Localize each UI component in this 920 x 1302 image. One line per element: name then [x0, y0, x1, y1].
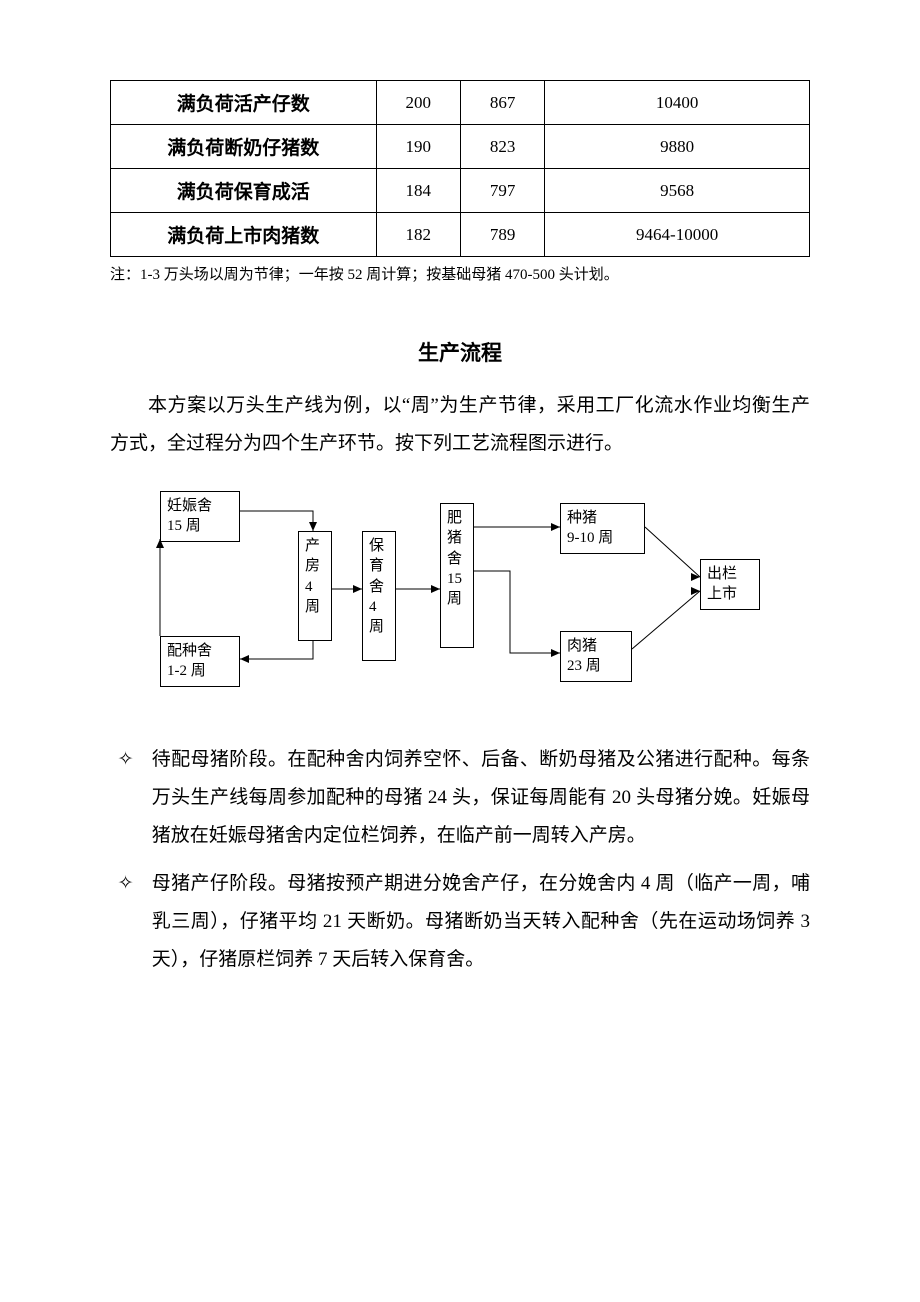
- flow-node-farrow: 产房4周: [298, 531, 332, 641]
- cell: 9880: [545, 125, 810, 169]
- list-item: 母猪产仔阶段。母猪按预产期进分娩舍产仔，在分娩舍内 4 周（临产一周，哺乳三周）…: [110, 865, 810, 979]
- flow-node-meat: 肉猪23 周: [560, 631, 632, 682]
- table-row: 满负荷断奶仔猪数1908239880: [111, 125, 810, 169]
- cell: 867: [460, 81, 544, 125]
- cell: 184: [376, 169, 460, 213]
- flow-node-market: 出栏上市: [700, 559, 760, 610]
- table-row: 满负荷保育成活1847979568: [111, 169, 810, 213]
- flow-node-nursery: 保育舍4周: [362, 531, 396, 661]
- table-row: 满负荷活产仔数20086710400: [111, 81, 810, 125]
- cell: 823: [460, 125, 544, 169]
- row-head: 满负荷活产仔数: [111, 81, 377, 125]
- flow-node-fattening: 肥猪舍15周: [440, 503, 474, 648]
- cell: 9568: [545, 169, 810, 213]
- row-head: 满负荷上市肉猪数: [111, 213, 377, 257]
- row-head: 满负荷断奶仔猪数: [111, 125, 377, 169]
- cell: 200: [376, 81, 460, 125]
- section-title: 生产流程: [110, 337, 810, 367]
- flow-node-pregnancy: 妊娠舍15 周: [160, 491, 240, 542]
- capacity-table: 满负荷活产仔数20086710400满负荷断奶仔猪数1908239880满负荷保…: [110, 80, 810, 257]
- table-row: 满负荷上市肉猪数1827899464-10000: [111, 213, 810, 257]
- cell: 797: [460, 169, 544, 213]
- flow-node-mating: 配种舍1-2 周: [160, 636, 240, 687]
- production-flowchart: 妊娠舍15 周配种舍1-2 周 产房4周保育舍4周 肥猪舍15周 种猪9-10 周肉猪…: [130, 481, 790, 721]
- cell: 9464-10000: [545, 213, 810, 257]
- flow-node-breeder: 种猪9-10 周: [560, 503, 645, 554]
- list-item: 待配母猪阶段。在配种舍内饲养空怀、后备、断奶母猪及公猪进行配种。每条万头生产线每…: [110, 741, 810, 855]
- cell: 182: [376, 213, 460, 257]
- intro-paragraph: 本方案以万头生产线为例，以“周”为生产节律，采用工厂化流水作业均衡生产方式，全过…: [110, 387, 810, 463]
- table-footnote: 注：1-3 万头场以周为节律；一年按 52 周计算；按基础母猪 470-500 …: [110, 263, 810, 287]
- cell: 10400: [545, 81, 810, 125]
- stage-bullet-list: 待配母猪阶段。在配种舍内饲养空怀、后备、断奶母猪及公猪进行配种。每条万头生产线每…: [110, 741, 810, 979]
- cell: 789: [460, 213, 544, 257]
- row-head: 满负荷保育成活: [111, 169, 377, 213]
- cell: 190: [376, 125, 460, 169]
